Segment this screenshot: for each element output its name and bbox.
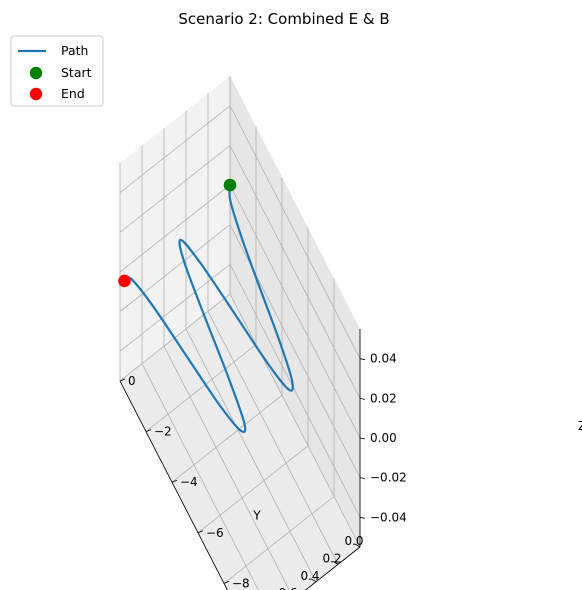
grid-x-floor-0 [229, 293, 361, 548]
legend: Path Start End [10, 35, 104, 107]
y-tick-0 [119, 378, 126, 382]
grid-z-left-0 [119, 105, 231, 194]
y-tick-3 [197, 530, 204, 534]
grid-x-floor-4 [141, 363, 259, 590]
y-tick-2 [171, 479, 178, 483]
labels-layer: 0.00.20.40.60.81.00−2−4−6−8−100.040.020.… [128, 352, 582, 590]
grid-x-floor-3 [163, 346, 290, 590]
y-tick-label-0: 0 [128, 374, 136, 388]
grid-y-floor-2 [171, 394, 283, 483]
y-tick-label-2: −4 [180, 475, 198, 489]
legend-start-label: Start [61, 65, 92, 80]
grid-z-left-3 [119, 224, 231, 312]
grid-y-floor-3 [197, 445, 309, 534]
x-tick-label-0: 0.0 [344, 534, 363, 548]
y-axis-line [119, 380, 228, 590]
y-tick-label-4: −8 [232, 576, 250, 590]
x-tick-0 [354, 543, 361, 548]
x-axis-line [304, 546, 361, 590]
start-point [223, 178, 237, 192]
series-line-path [123, 183, 294, 433]
z-tick-label-2: 0.00 [370, 431, 397, 445]
legend-end-label: End [61, 86, 85, 101]
y-tick-1 [145, 429, 152, 432]
y-axis-label: Y [252, 508, 261, 523]
grid-y-floor-4 [223, 496, 335, 584]
x-tick-label-3: 0.6 [278, 586, 297, 590]
z-tick-2 [359, 437, 366, 440]
x-tick-1 [332, 561, 339, 565]
z-tick-label-1: 0.02 [370, 391, 397, 405]
legend-path-label: Path [61, 43, 88, 58]
z-axis-label: Z [578, 418, 582, 433]
y-tick-label-3: −6 [206, 526, 224, 540]
z-tick-1 [359, 398, 366, 400]
pane-floor [120, 294, 360, 590]
chart-title: Scenario 2: Combined E & B [178, 10, 389, 28]
z-tick-4 [359, 516, 366, 519]
grid-z-left-1 [119, 145, 231, 233]
tick-marks [119, 358, 366, 584]
grid-z-right-2 [229, 184, 361, 439]
grid-x-floor-1 [207, 311, 339, 565]
grid-z-right-4 [229, 264, 361, 518]
x-tick-2 [310, 578, 317, 583]
grid-z-left-2 [119, 184, 231, 273]
z-tick-0 [359, 358, 366, 361]
data-layer [118, 178, 294, 433]
x-tick-label-2: 0.4 [300, 569, 319, 583]
legend-start-swatch [29, 66, 43, 80]
end-point [118, 274, 131, 288]
grid-x-floor-2 [185, 328, 317, 582]
axes-panes [120, 76, 360, 590]
grid-y-floor-1 [145, 344, 257, 432]
grid-z-right-0 [229, 105, 361, 359]
z-tick-3 [359, 477, 366, 479]
legend-end-swatch [29, 87, 43, 101]
x-tick-label-1: 0.2 [322, 551, 341, 565]
grid-z-right-1 [229, 145, 361, 399]
z-tick-label-4: −0.04 [370, 510, 407, 524]
z-tick-label-3: −0.02 [370, 471, 407, 485]
y-tick-4 [223, 581, 230, 584]
y-tick-label-1: −2 [154, 425, 172, 439]
z-tick-label-0: 0.04 [370, 352, 397, 366]
